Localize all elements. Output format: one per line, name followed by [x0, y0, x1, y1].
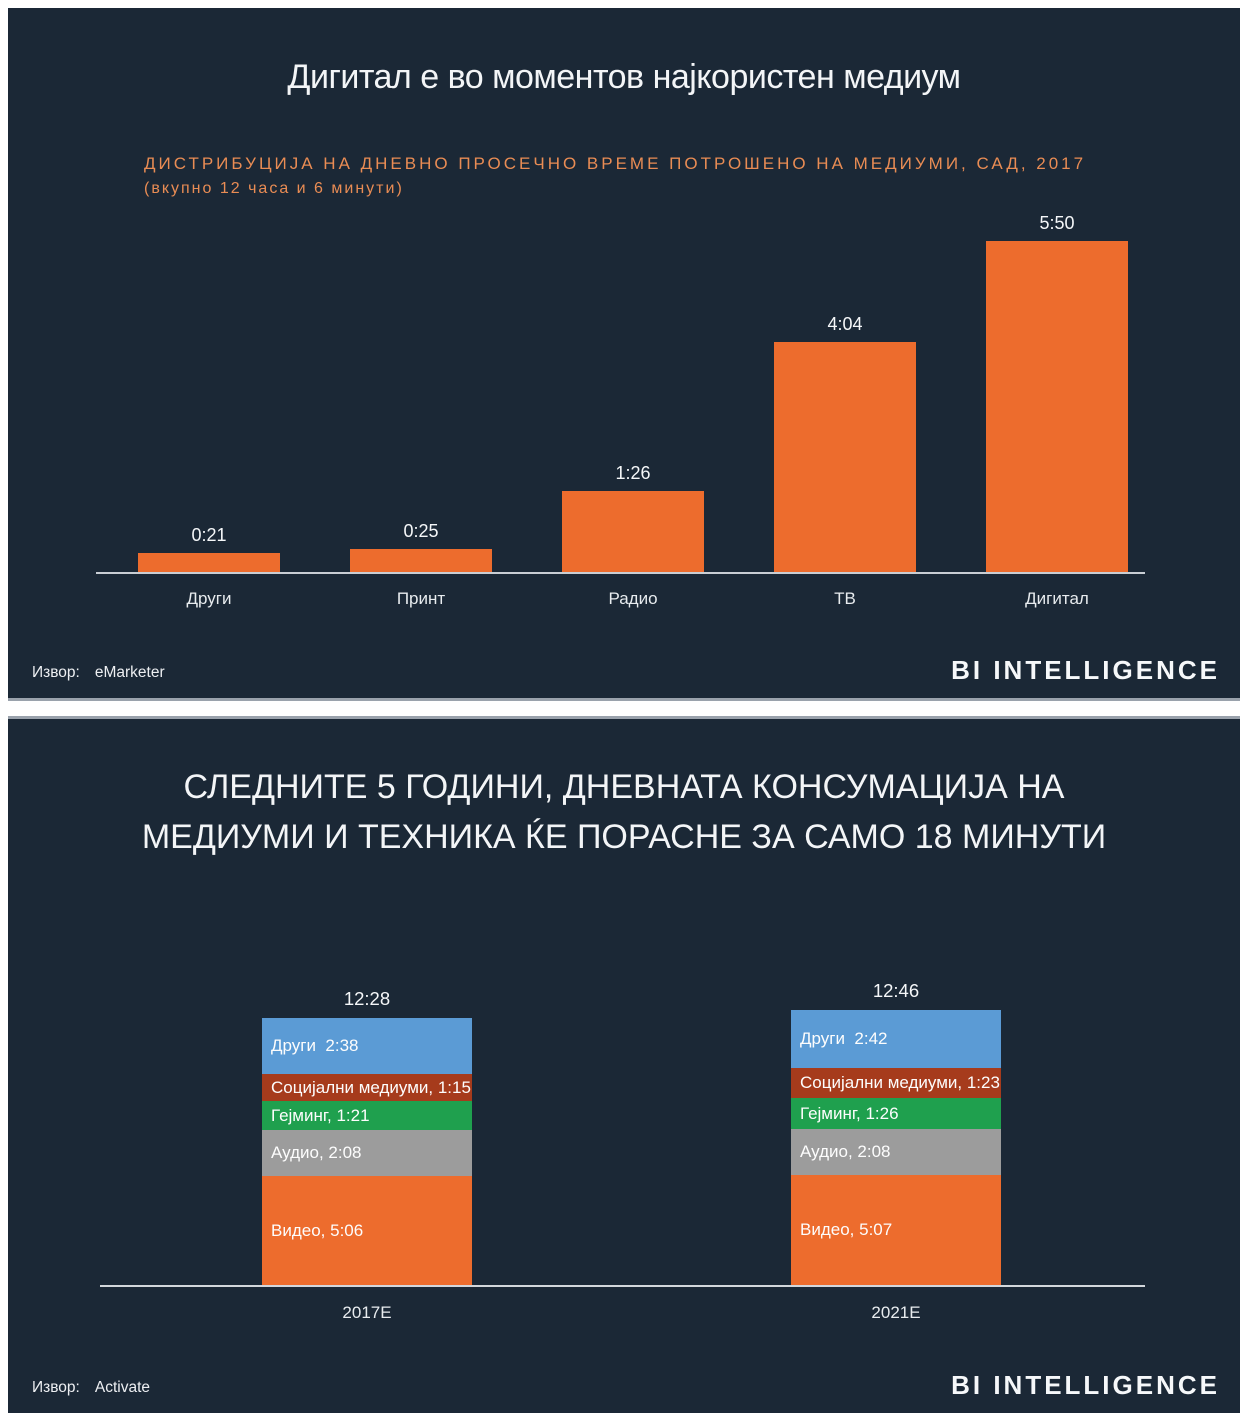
bar-category-label: Радио [608, 589, 658, 608]
source-label: Извор: [32, 664, 80, 681]
bar-group: 4:04 ТВ [774, 211, 916, 611]
bar-segment: Видео, 5:07 [791, 1175, 1001, 1285]
bar [986, 241, 1128, 573]
bi-intelligence-logo: BI INTELLIGENCE [951, 1370, 1220, 1400]
bar-segment: Гејминг, 1:21 [262, 1101, 472, 1130]
bar-value-label: 0:25 [403, 521, 439, 541]
x-axis-category-label: 2021E [871, 1303, 921, 1322]
bar-value-label: 0:21 [191, 525, 227, 545]
bar-segment: Видео, 5:06 [262, 1176, 472, 1285]
source-value: Activate [94, 1379, 150, 1396]
bar-total-label: 12:28 [343, 988, 391, 1009]
bar-group: 0:25 Принт [350, 211, 492, 611]
bar-segment: Социјални медиуми, 1:23 [791, 1068, 1001, 1098]
bar-group: 1:26 Радио [562, 211, 704, 611]
x-axis-line [96, 572, 1145, 574]
slide-media-growth-forecast: СЛЕДНИТЕ 5 ГОДИНИ, ДНЕВНАТА КОНСУМАЦИЈА … [8, 719, 1240, 1413]
chart1-subtitle-main: ДИСТРИБУЦИЈА НА ДНЕВНО ПРОСЕЧНО ВРЕМЕ ПО… [144, 154, 1087, 173]
x-axis-category-label: 2017E [342, 1303, 392, 1322]
chart2-title: СЛЕДНИТЕ 5 ГОДИНИ, ДНЕВНАТА КОНСУМАЦИЈА … [8, 763, 1240, 863]
stacked-bar: Други 2:38 Социјални медиуми, 1:15 Гејминг… [262, 1018, 472, 1285]
chart1-subtitle: ДИСТРИБУЦИЈА НА ДНЕВНО ПРОСЕЧНО ВРЕМЕ ПО… [144, 154, 1086, 198]
bar [562, 491, 704, 573]
bar-group: 5:50 Дигитал [986, 211, 1128, 611]
bar-category-label: Принт [396, 589, 446, 608]
x-axis-line [100, 1285, 1145, 1287]
bar [138, 553, 280, 573]
source-note: Извор: Activate [32, 1379, 150, 1397]
slide-media-time-2017: Дигитал е во моментов најкористен медиум… [8, 8, 1240, 698]
bar-segment: Гејминг, 1:26 [791, 1098, 1001, 1129]
bar-segment: Аудио, 2:08 [791, 1129, 1001, 1175]
stacked-bar: Други 2:42 Социјални медиуми, 1:23 Гејминг… [791, 1010, 1001, 1285]
bar-segment: Други 2:38 [262, 1018, 472, 1074]
bar [350, 549, 492, 573]
chart1-title: Дигитал е во моментов најкористен медиум [287, 58, 961, 96]
source-note: Извор: eMarketer [32, 664, 165, 682]
bar-category-label: ТВ [834, 589, 856, 608]
chart2-title-line2: МЕДИУМИ И ТЕХНИКА ЌЕ ПОРАСНЕ ЗА САМО 18 … [141, 817, 1107, 856]
bar-chart-media-time: 0:21 Други 0:25 Принт 1:26 Радио 4:04 ТВ 5:50 Диг… [138, 211, 1128, 611]
chart2-title-line1: СЛЕДНИТЕ 5 ГОДИНИ, ДНЕВНАТА КОНСУМАЦИЈА … [183, 768, 1065, 806]
bar-segment: Социјални медиуми, 1:15 [262, 1074, 472, 1101]
bar [774, 342, 916, 573]
bar-group: 0:21 Други [138, 211, 280, 611]
source-value: eMarketer [94, 664, 165, 681]
source-label: Извор: [32, 1379, 80, 1396]
bar-value-label: 4:04 [827, 314, 863, 334]
bi-intelligence-logo: BI INTELLIGENCE [951, 655, 1220, 685]
bar-segment: Аудио, 2:08 [262, 1130, 472, 1176]
bar-total-label: 12:46 [872, 980, 920, 1001]
chart1-subtitle-note: (вкупно 12 часа и 6 минути) [144, 180, 404, 197]
bar-value-label: 1:26 [615, 463, 651, 483]
bar-category-label: Други [186, 589, 232, 608]
bar-value-label: 5:50 [1039, 213, 1075, 233]
bar-category-label: Дигитал [1025, 589, 1089, 608]
bar-segment: Други 2:42 [791, 1010, 1001, 1068]
